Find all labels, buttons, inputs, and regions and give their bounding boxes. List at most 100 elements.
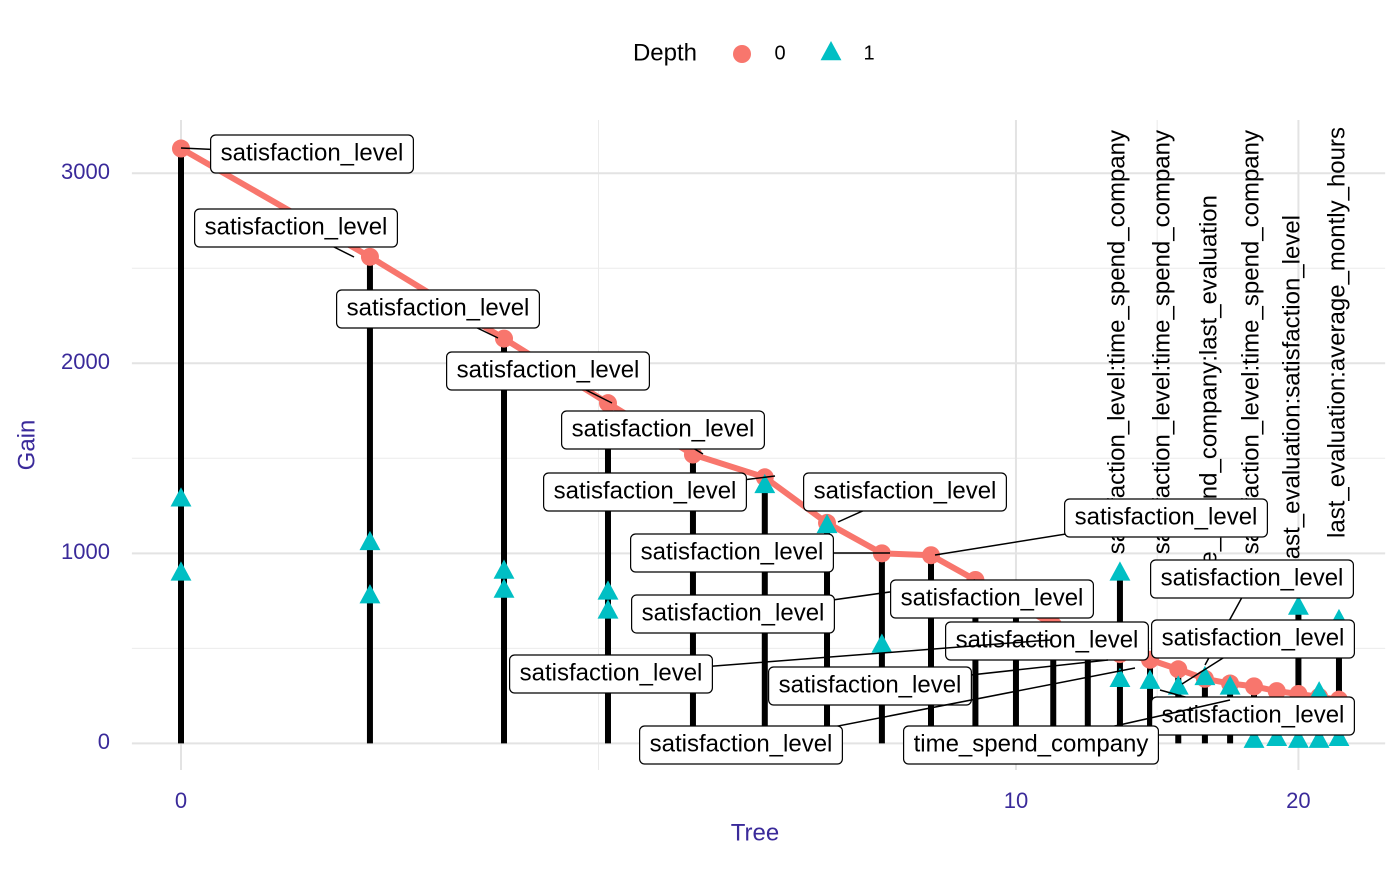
- annotation: satisfaction_level: [1150, 559, 1354, 666]
- annotation-box: [902, 725, 1160, 765]
- annotation-text: satisfaction_level: [205, 213, 388, 240]
- annotation-box: [1064, 498, 1268, 538]
- annotation: satisfaction_level: [630, 533, 890, 573]
- annotation-text: time_spend_company: [914, 730, 1149, 757]
- point: [359, 530, 381, 551]
- annotation: satisfaction_level: [945, 621, 1149, 661]
- x-tick-label: 0: [175, 788, 187, 813]
- point: [1266, 726, 1288, 746]
- point: [495, 329, 514, 348]
- legend-title: Depth: [633, 39, 697, 66]
- annotation: satisfaction_level: [180, 134, 414, 174]
- rotated-annotation: last_evaluation:satisfaction_level: [1278, 215, 1305, 565]
- annotation: satisfaction_level: [890, 579, 1094, 619]
- legend-label: 1: [863, 42, 874, 64]
- annotation-text: satisfaction_level: [1162, 701, 1345, 728]
- point: [170, 487, 192, 507]
- rotated-annotation: satisfaction_level:time_spend_company: [1148, 130, 1175, 554]
- annotation: satisfaction_level: [1151, 619, 1355, 685]
- annotation-text: satisfaction_level: [901, 584, 1084, 611]
- annotation-box: [336, 289, 540, 329]
- annotation-text: satisfaction_level: [1162, 624, 1345, 651]
- point: [816, 513, 838, 534]
- rotated-annotation: last_evaluation:average_montly_hours: [1323, 127, 1350, 538]
- annotation-box: [446, 351, 650, 391]
- y-tick-label: 2000: [61, 349, 110, 374]
- point: [360, 247, 379, 266]
- point: [871, 633, 893, 653]
- annotation-box: [630, 533, 834, 573]
- point: [1169, 660, 1188, 679]
- annotation: satisfaction_level: [803, 472, 1007, 523]
- annotation: satisfaction_level: [509, 639, 1051, 694]
- annotation-text: satisfaction_level: [650, 730, 833, 757]
- point: [754, 473, 776, 494]
- annotation-text: satisfaction_level: [1075, 503, 1258, 530]
- y-tick-label: 0: [98, 729, 110, 754]
- legend-marker: [820, 41, 842, 61]
- annotation: time_spend_company: [902, 699, 1231, 765]
- annotation-box: [210, 134, 414, 174]
- annotation-text: satisfaction_level: [572, 415, 755, 442]
- annotation-box: [543, 472, 747, 512]
- point: [1328, 726, 1350, 746]
- point: [1194, 665, 1216, 686]
- point: [921, 546, 940, 565]
- x-tick-label: 20: [1286, 788, 1310, 813]
- annotation: satisfaction_level: [1151, 689, 1355, 736]
- x-axis-label: Tree: [731, 819, 779, 846]
- annotation-box: [639, 725, 843, 765]
- y-tick-label: 1000: [61, 539, 110, 564]
- annotation-text: satisfaction_level: [642, 599, 825, 626]
- point: [170, 561, 192, 581]
- y-tick-label: 3000: [61, 159, 110, 184]
- annotation-box: [890, 579, 1094, 619]
- annotation-box: [561, 410, 765, 450]
- point: [598, 394, 617, 413]
- point: [359, 584, 381, 604]
- annotation-text: satisfaction_level: [779, 671, 962, 698]
- rotated-annotation: satisfaction_level:time_spend_company: [1237, 130, 1264, 554]
- point: [1287, 728, 1309, 748]
- annotation-text: satisfaction_level: [814, 477, 997, 504]
- annotation-text: satisfaction_level: [520, 659, 703, 686]
- y-axis-label: Gain: [13, 420, 40, 471]
- legend-item: 0: [733, 42, 786, 64]
- annotation-box: [803, 472, 1007, 512]
- annotation-text: satisfaction_level: [457, 356, 640, 383]
- annotation-text: satisfaction_level: [554, 477, 737, 504]
- annotation-text: satisfaction_level: [221, 139, 404, 166]
- annotation: satisfaction_level: [768, 659, 1109, 706]
- annotation: satisfaction_level: [194, 208, 398, 258]
- annotation-box: [1151, 619, 1355, 659]
- legend-item: 1: [820, 41, 875, 64]
- annotation-box: [945, 621, 1149, 661]
- annotation-box: [194, 208, 398, 248]
- annotation-text: satisfaction_level: [641, 538, 824, 565]
- annotation-text: satisfaction_level: [1161, 564, 1344, 591]
- annotation: satisfaction_level: [336, 289, 540, 339]
- annotation-box: [1150, 559, 1354, 599]
- legend-label: 0: [774, 42, 785, 64]
- point: [1167, 675, 1189, 695]
- point: [1308, 681, 1330, 701]
- annotation-box: [631, 594, 835, 634]
- point: [1245, 677, 1264, 696]
- point: [1243, 728, 1265, 748]
- annotation: satisfaction_level: [561, 410, 765, 455]
- point: [1219, 675, 1241, 695]
- point: [493, 578, 515, 598]
- annotation-box: [509, 654, 713, 694]
- point: [1267, 682, 1286, 701]
- point: [597, 580, 619, 600]
- annotation: satisfaction_level: [639, 667, 1136, 765]
- point: [1109, 667, 1131, 688]
- annotation: satisfaction_level: [446, 351, 650, 404]
- point: [597, 599, 619, 619]
- point: [1109, 561, 1131, 581]
- annotation-box: [768, 666, 972, 706]
- legend-marker: [733, 45, 751, 63]
- point: [493, 559, 515, 579]
- x-tick-label: 10: [1004, 788, 1028, 813]
